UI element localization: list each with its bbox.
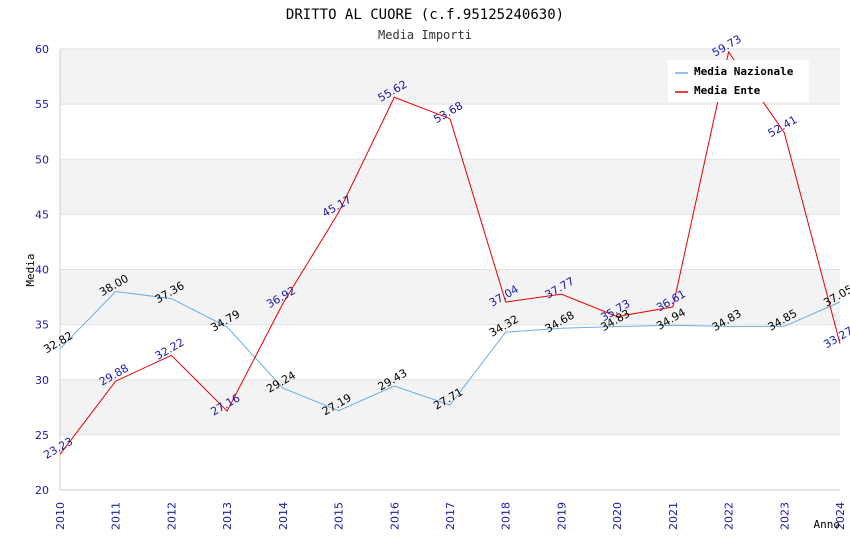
x-tick-label: 2023 bbox=[778, 502, 791, 530]
grid-band bbox=[60, 324, 840, 380]
y-tick-label: 25 bbox=[35, 429, 49, 442]
x-tick-label: 2022 bbox=[723, 502, 736, 530]
y-axis-ticks: 20 25 30 35 40 45 50 55 60 bbox=[35, 43, 49, 497]
y-tick-label: 30 bbox=[35, 374, 49, 387]
y-tick-label: 20 bbox=[35, 484, 49, 497]
x-tick-label: 2019 bbox=[555, 502, 568, 530]
x-tick-label: 2011 bbox=[110, 502, 123, 530]
grid-band bbox=[60, 159, 840, 215]
grid-band bbox=[60, 434, 840, 490]
y-axis-label: Media bbox=[24, 253, 37, 286]
y-tick-label: 35 bbox=[35, 319, 49, 332]
grid-band bbox=[60, 269, 840, 325]
legend-box bbox=[668, 60, 809, 102]
series-line-media-nazionale bbox=[59, 290, 841, 412]
grid-band bbox=[60, 214, 840, 270]
x-tick-label: 2010 bbox=[54, 502, 67, 530]
x-tick-label: 2017 bbox=[444, 502, 457, 530]
y-tick-label: 55 bbox=[35, 98, 49, 111]
chart-title: DRITTO AL CUORE (c.f.95125240630) bbox=[286, 7, 564, 23]
x-tick-label: 2018 bbox=[500, 502, 513, 530]
series-line-media-ente bbox=[59, 50, 841, 455]
legend-entry-media-nazionale: Media Nazionale bbox=[694, 65, 794, 78]
x-tick-label: 2013 bbox=[221, 502, 234, 530]
x-tick-label: 2012 bbox=[165, 502, 178, 530]
y-tick-label: 60 bbox=[35, 43, 49, 56]
chart-subtitle: Media Importi bbox=[378, 28, 472, 42]
x-tick-label: 2016 bbox=[388, 502, 401, 530]
grid-band bbox=[60, 379, 840, 435]
y-tick-label: 40 bbox=[35, 264, 49, 277]
plot-background bbox=[59, 48, 840, 491]
legend: Media Nazionale Media Ente bbox=[668, 60, 809, 102]
x-tick-label: 2024 bbox=[834, 502, 847, 530]
x-tick-label: 2014 bbox=[277, 502, 290, 530]
y-tick-label: 45 bbox=[35, 208, 49, 221]
x-axis-label: Anno bbox=[814, 518, 841, 531]
x-tick-label: 2021 bbox=[667, 502, 680, 530]
legend-entry-media-ente: Media Ente bbox=[694, 84, 761, 97]
x-axis-ticks: 2010 2011 2012 2013 2014 2015 2016 2017 2018 2019… bbox=[54, 502, 847, 530]
series-lines bbox=[59, 50, 841, 455]
x-tick-label: 2020 bbox=[611, 502, 624, 530]
grid-band bbox=[60, 104, 840, 160]
x-tick-label: 2015 bbox=[333, 502, 346, 530]
y-tick-label: 50 bbox=[35, 153, 49, 166]
